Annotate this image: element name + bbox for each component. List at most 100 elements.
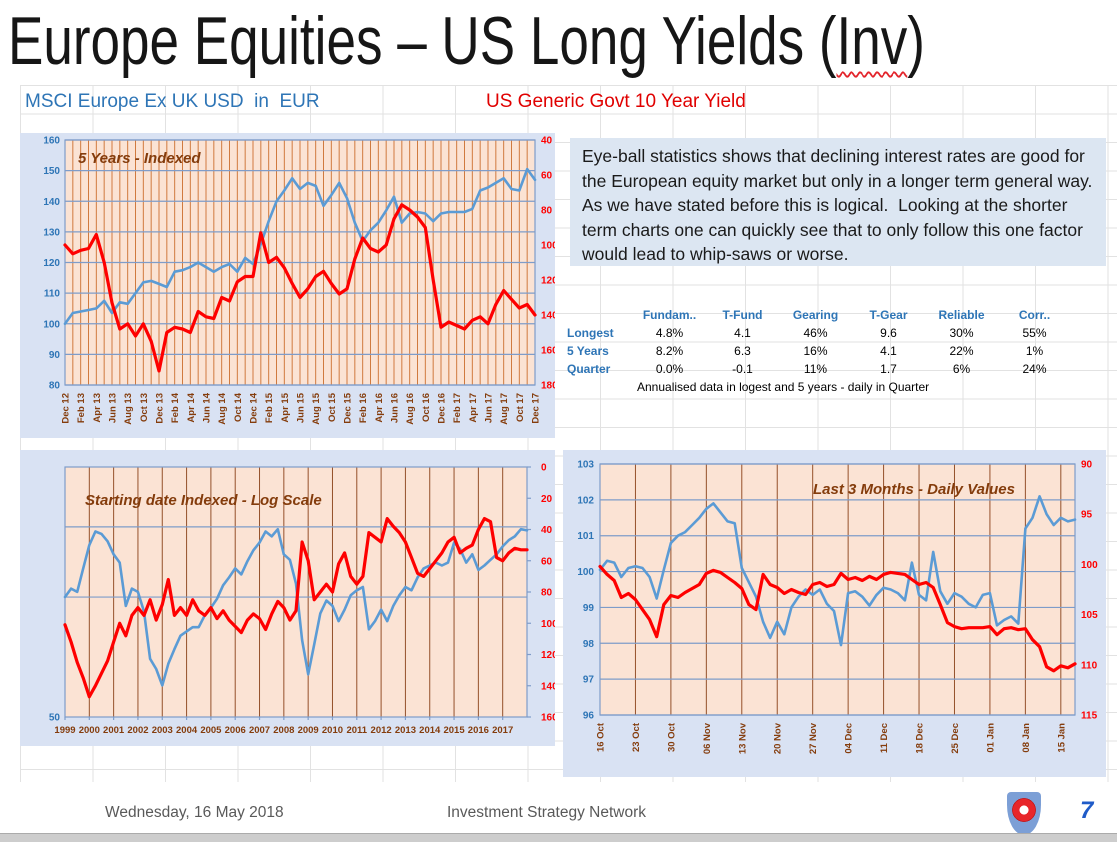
x-axis-tick-label: Feb 13 bbox=[76, 393, 87, 423]
left-axis-tick-label: 90 bbox=[49, 350, 61, 361]
table-cell: 16% bbox=[803, 344, 828, 358]
left-axis-tick-label: 160 bbox=[43, 136, 60, 147]
commentary-text-block: Eye-ball statistics shows that declining… bbox=[570, 138, 1106, 266]
x-axis-tick-label: 15 Jan bbox=[1056, 723, 1067, 753]
x-axis-tick-label: Dec 14 bbox=[249, 392, 260, 423]
chart-panel-5-years: 160 150 140 130 120 110 100 90 80 40 60 80 100 120 140… bbox=[20, 133, 555, 438]
series-line-left bbox=[63, 527, 529, 687]
x-axis-tick-label: Apr 15 bbox=[280, 392, 291, 422]
left-axis-tick-label: 150 bbox=[43, 166, 60, 177]
left-axis-tick-label: 110 bbox=[44, 289, 61, 300]
chart-5-years-indexed: 160 150 140 130 120 110 100 90 80 40 60 80 100 120 140… bbox=[43, 136, 555, 425]
left-axis-tick-label: 100 bbox=[43, 319, 60, 330]
table-cell: 4.8% bbox=[655, 326, 684, 340]
right-axis-tick-label: 80 bbox=[541, 206, 553, 217]
shield-logo-icon bbox=[1007, 792, 1041, 835]
x-axis-tick-label: Feb 17 bbox=[452, 393, 463, 423]
left-axis-tick-label: 101 bbox=[577, 531, 594, 542]
right-axis-tick-label: 180 bbox=[541, 381, 555, 392]
x-axis-tick-label: 18 Dec bbox=[915, 723, 926, 754]
page-title-suffix: ) bbox=[907, 3, 925, 79]
x-axis-tick-label: 1999 bbox=[54, 725, 75, 736]
chart-title: 5 Years - Indexed bbox=[78, 150, 201, 167]
commentary-text: Eye-ball statistics shows that declining… bbox=[582, 146, 1102, 264]
right-axis-tick-label: 160 bbox=[541, 346, 555, 357]
x-axis-tick-label: Dec 17 bbox=[531, 393, 542, 424]
x-axis-tick-label: Jun 16 bbox=[390, 393, 401, 423]
x-axis-tick-label: 2007 bbox=[249, 725, 270, 736]
x-axis-tick-label: 04 Dec bbox=[844, 723, 855, 754]
x-axis-tick-label: Dec 13 bbox=[155, 393, 166, 424]
x-axis-tick-label: 01 Jan bbox=[985, 723, 996, 753]
right-axis-tick-label: 80 bbox=[541, 588, 553, 599]
series-line-right bbox=[63, 203, 537, 373]
left-axis-tick-label: 130 bbox=[43, 227, 60, 238]
x-axis-tick-label: 06 Nov bbox=[702, 722, 713, 754]
x-axis-tick-label: 2000 bbox=[79, 725, 100, 736]
chart-last-3-months-daily: 103 102 101 100 99 98 97 96 90 95 100 105 110 115 16 O… bbox=[577, 460, 1098, 755]
x-axis-tick-label: 2010 bbox=[322, 725, 343, 736]
x-axis-tick-label: 27 Nov bbox=[808, 722, 819, 754]
right-axis-tick-label: 100 bbox=[541, 619, 555, 630]
table-cell: 1% bbox=[1025, 344, 1044, 358]
table-row-label: Longest bbox=[567, 326, 614, 340]
right-axis-tick-label: 20 bbox=[541, 494, 553, 505]
x-axis-tick-label: Feb 15 bbox=[264, 392, 275, 423]
x-axis-tick-label: 2017 bbox=[492, 725, 513, 736]
x-axis-tick-label: 2014 bbox=[419, 725, 441, 736]
x-axis-tick-label: 2003 bbox=[152, 725, 173, 736]
x-axis-tick-label: 2005 bbox=[200, 725, 222, 736]
x-axis-tick-label: Oct 15 bbox=[327, 392, 338, 422]
x-axis-tick-label: Jun 17 bbox=[484, 393, 495, 423]
table-note: Annualised data in logest and 5 years - … bbox=[637, 380, 930, 394]
table-col-header: Fundam.. bbox=[642, 308, 697, 322]
chart-starting-date-indexed-log: 50 0 20 40 60 80 100 120 140 160 1999 2000 2001 2002 2… bbox=[49, 463, 555, 737]
left-axis-tick-label: 120 bbox=[43, 258, 60, 269]
x-axis-tick-label: 2011 bbox=[346, 725, 367, 736]
table-cell: 30% bbox=[949, 326, 974, 340]
table-col-header: Corr.. bbox=[1018, 308, 1051, 322]
x-axis-tick-label: Dec 15 bbox=[343, 392, 354, 423]
left-axis-tick-label: 97 bbox=[583, 675, 595, 686]
right-axis-tick-label: 115 bbox=[1081, 711, 1098, 722]
table-cell: -0.1 bbox=[732, 362, 753, 376]
table-cell: 22% bbox=[949, 344, 974, 358]
right-axis-tick-label: 40 bbox=[541, 525, 553, 536]
table-row: Quarter 0.0% -0.1 11% 1.7 6% 24% bbox=[565, 360, 1071, 378]
table-cell: 9.6 bbox=[880, 326, 897, 340]
left-axis-tick-label: 96 bbox=[583, 711, 595, 722]
bottom-scrollbar-strip[interactable] bbox=[0, 833, 1117, 842]
x-axis-tick-label: 13 Nov bbox=[737, 722, 748, 754]
x-axis-tick-label: Apr 13 bbox=[92, 393, 103, 423]
right-axis-tick-label: 40 bbox=[541, 136, 553, 147]
x-axis-tick-label: Dec 16 bbox=[437, 393, 448, 424]
x-axis-tick-label: Feb 14 bbox=[170, 392, 181, 423]
x-axis-tick-label: Aug 16 bbox=[405, 393, 416, 425]
left-axis-tick-label: 99 bbox=[583, 603, 595, 614]
right-axis-tick-label: 110 bbox=[1081, 660, 1098, 671]
table-cell: 24% bbox=[1022, 362, 1047, 376]
x-axis-tick-label: 25 Dec bbox=[950, 723, 961, 754]
x-axis-tick-label: 08 Jan bbox=[1021, 723, 1032, 753]
right-axis-tick-label: 105 bbox=[1081, 610, 1098, 621]
chart-panel-3-months: 103 102 101 100 99 98 97 96 90 95 100 105 110 115 16 O… bbox=[563, 450, 1106, 777]
x-axis-tick-label: Dec 12 bbox=[61, 393, 72, 424]
series-line-left bbox=[63, 167, 537, 326]
table-cell: 1.7 bbox=[880, 362, 897, 376]
x-axis-tick-label: Oct 17 bbox=[515, 393, 526, 422]
table-row-label: Quarter bbox=[567, 362, 611, 376]
left-axis-tick-label: 98 bbox=[583, 639, 595, 650]
series-line-left bbox=[598, 494, 1077, 647]
x-axis-tick-label: Apr 17 bbox=[468, 393, 479, 423]
statistics-table: Fundam.. T-Fund Gearing T-Gear Reliable Corr.… bbox=[565, 306, 1071, 396]
x-axis-tick-label: 2015 bbox=[443, 725, 465, 736]
chart-title: Last 3 Months - Daily Values bbox=[813, 481, 1015, 498]
x-axis-tick-label: Aug 15 bbox=[311, 392, 322, 424]
table-row: Longest 4.8% 4.1 46% 9.6 30% 55% bbox=[565, 324, 1071, 342]
x-axis-tick-label: 2012 bbox=[371, 725, 392, 736]
table-col-header: Gearing bbox=[792, 308, 839, 322]
table-cell: 46% bbox=[803, 326, 828, 340]
x-axis-tick-label: Jun 14 bbox=[202, 392, 213, 423]
chart-panel-log-scale: 50 0 20 40 60 80 100 120 140 160 1999 2000 2001 2002 2… bbox=[20, 450, 555, 746]
table-cell: 6.3 bbox=[734, 344, 751, 358]
